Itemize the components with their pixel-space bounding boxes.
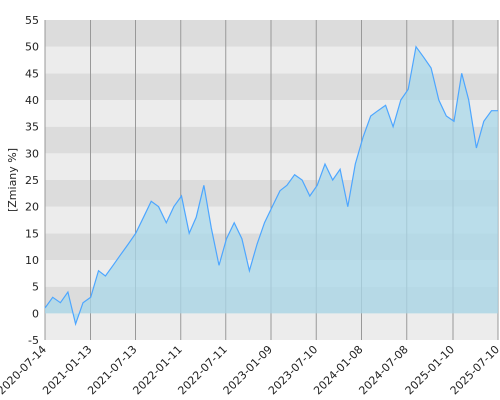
line [44,45,498,327]
y-axis-label: [Zmiany %] [6,148,19,212]
y-tick-label: 5 [32,281,39,294]
y-tick-label: 20 [25,201,39,214]
y-tick-label: 40 [25,94,39,107]
y-tick-label: 0 [32,307,39,320]
y-tick-label: 30 [25,147,39,160]
y-tick-label: 25 [25,174,39,187]
y-tick-label: 15 [25,227,39,240]
y-tick-label: 35 [25,121,39,134]
y-tick-label: 45 [25,67,39,80]
y-tick-label: 10 [25,254,39,267]
y-tick-label: 50 [25,41,39,54]
area [45,46,498,324]
y-tick-label: -5 [28,334,39,347]
y-tick-label: 55 [25,14,39,27]
